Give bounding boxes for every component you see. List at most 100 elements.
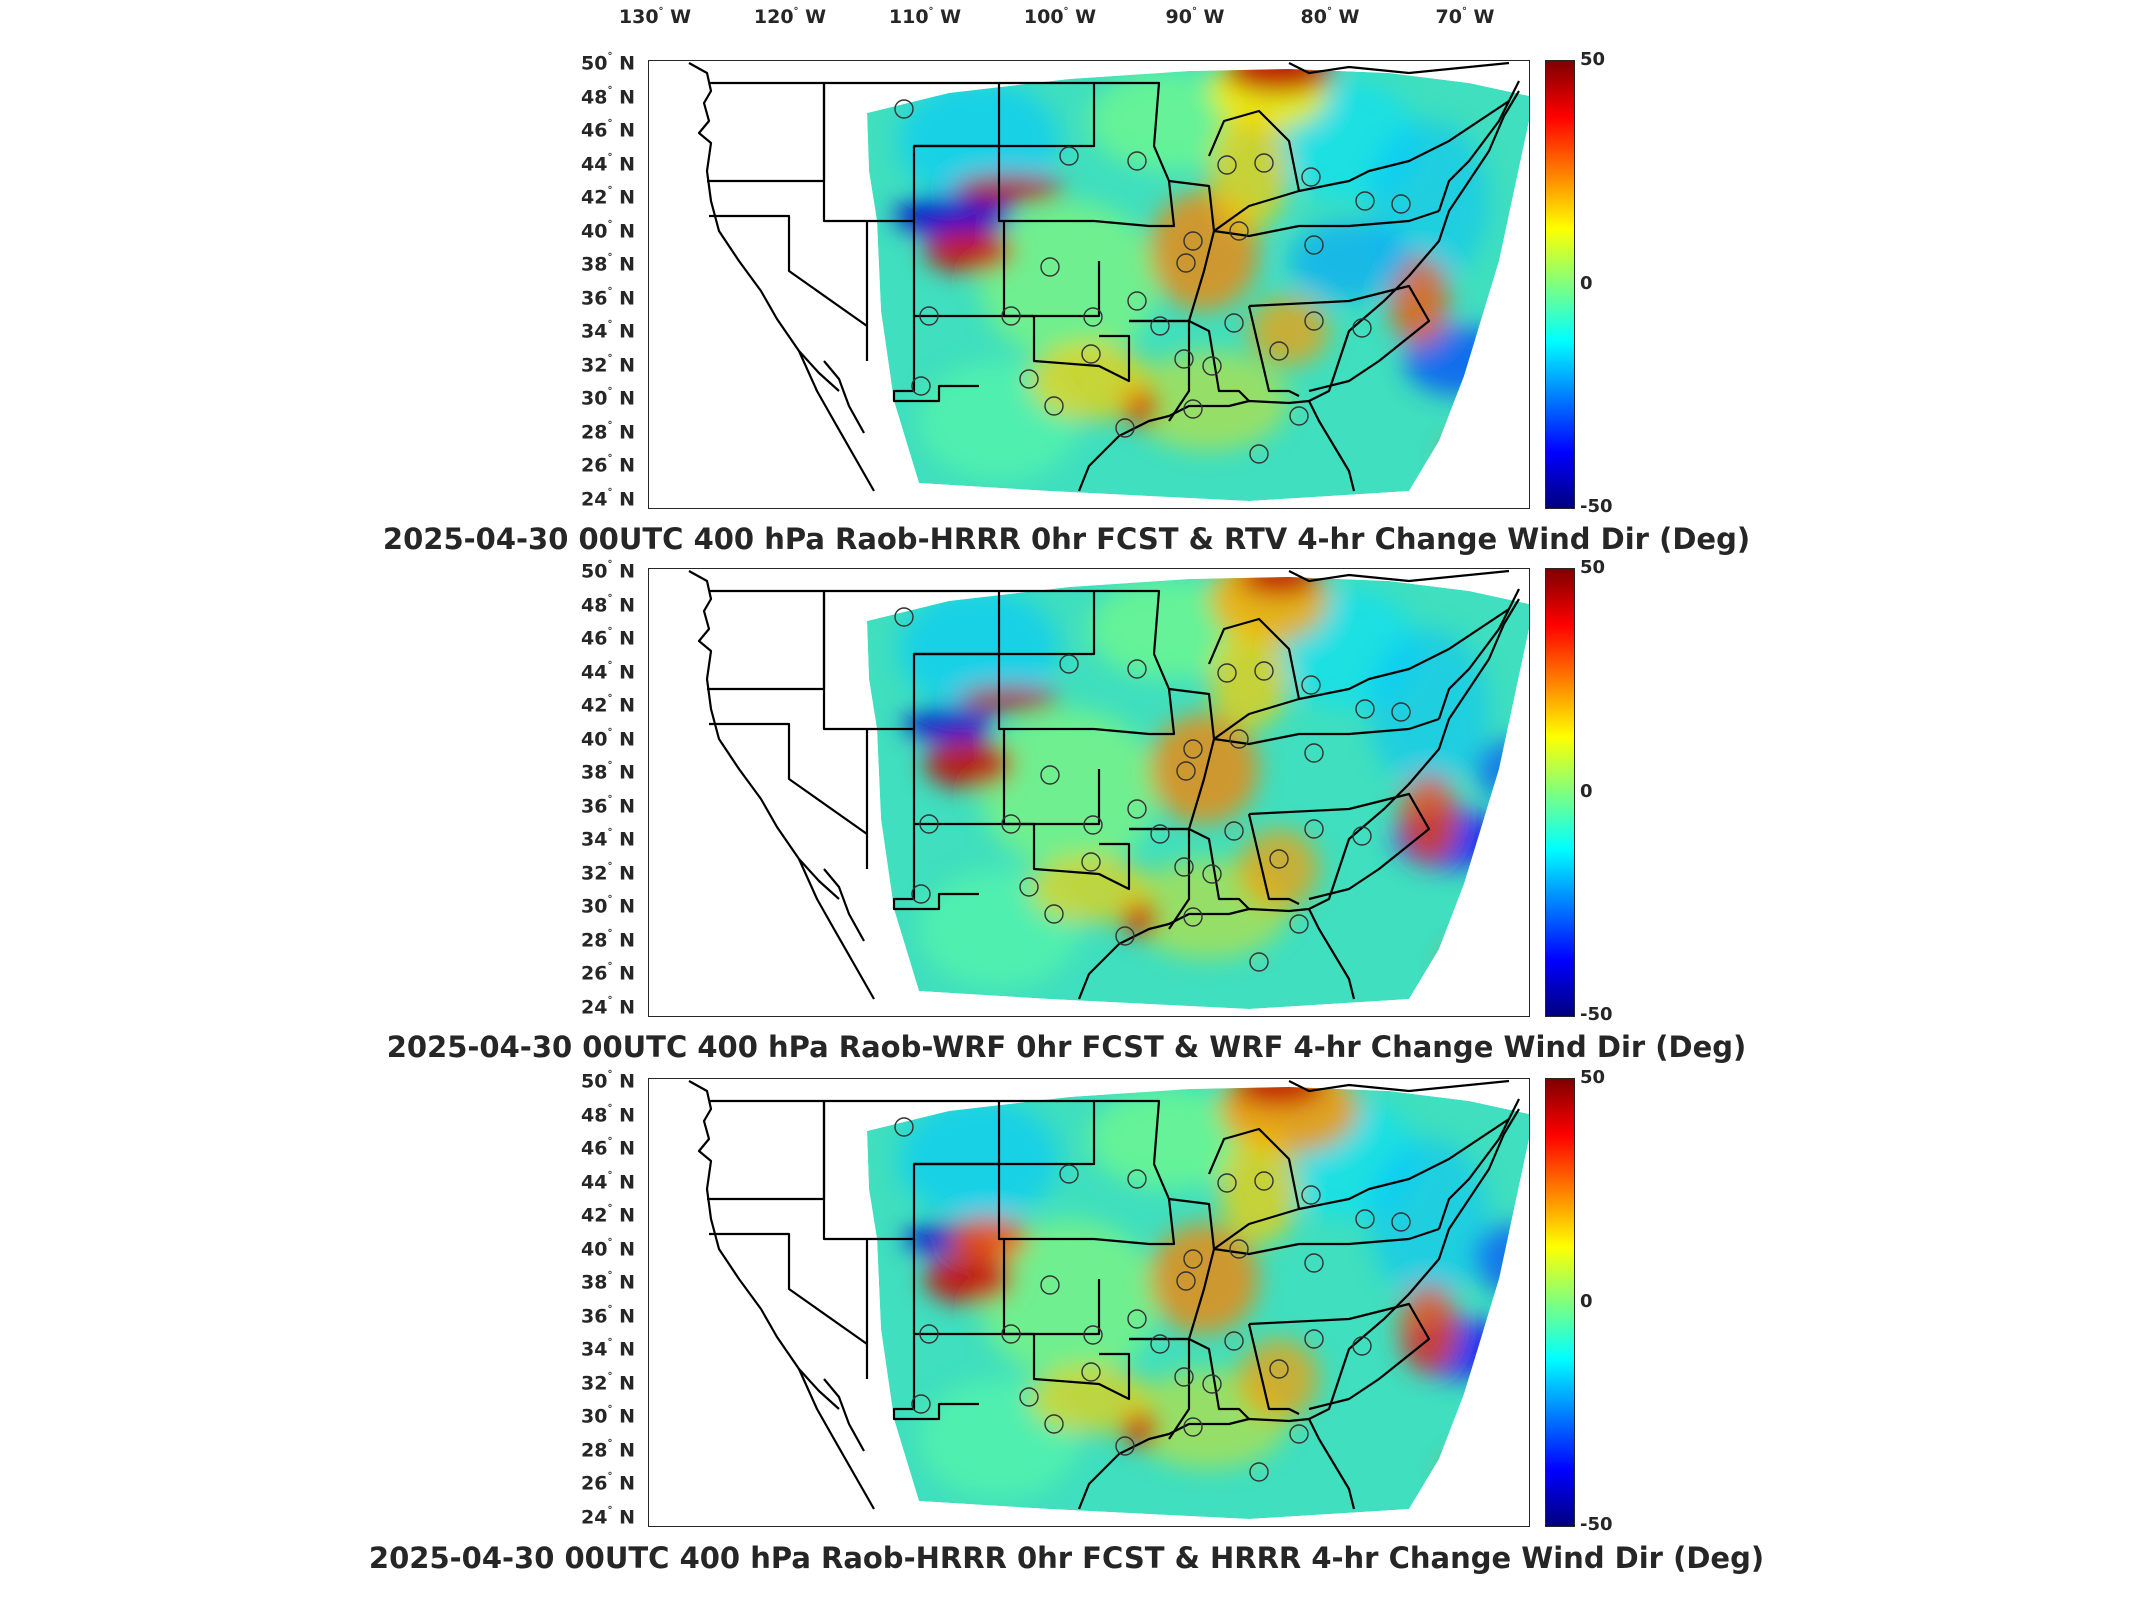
colorbar [1545,568,1575,1017]
colorbar [1545,1078,1575,1527]
lon-label: 70° W [1435,5,1495,28]
raob-station-marker [1115,418,1135,438]
raob-station-marker [1224,313,1244,333]
raob-station-marker [1001,306,1021,326]
raob-station-marker [1059,146,1079,166]
lat-label: 50° N [581,559,635,583]
colorbar-tick-min: -50 [1580,1514,1613,1535]
raob-station-marker [1183,907,1203,927]
lat-label: 26° N [581,1471,635,1495]
raob-station-marker [1150,316,1170,336]
wind-direction-field [867,577,1529,1009]
raob-station-marker [919,814,939,834]
raob-station-marker [1127,291,1147,311]
lat-label: 50° N [581,1069,635,1093]
longitude-axis: 130° W 120° W 110° W 100° W 90° W 80° W 70° W [0,0,2133,40]
raob-station-marker [1254,153,1274,173]
raob-station-marker [1352,826,1372,846]
raob-station-marker [1040,257,1060,277]
raob-station-marker [1174,1367,1194,1387]
lat-label: 36° N [581,793,635,817]
colorbar-tick-min: -50 [1580,1004,1613,1025]
raob-station-marker [1150,1334,1170,1354]
raob-station-marker [1183,1417,1203,1437]
wind-direction-field [867,1087,1529,1519]
raob-station-marker [1083,815,1103,835]
raob-station-marker [1391,194,1411,214]
raob-station-marker [1001,1324,1021,1344]
lon-label: 120° W [753,5,827,28]
map-frame [648,568,1530,1017]
lat-label: 24° N [581,994,635,1018]
map-frame [648,60,1530,509]
raob-station-marker [1301,675,1321,695]
raob-station-marker [1202,864,1222,884]
lon-label: 100° W [1023,5,1097,28]
raob-station-marker [894,99,914,119]
raob-station-marker [1304,235,1324,255]
lat-label: 28° N [581,419,635,443]
raob-station-marker [1183,739,1203,759]
raob-station-marker [911,376,931,396]
raob-station-marker [894,1117,914,1137]
lat-label: 50° N [581,51,635,75]
lat-label: 28° N [581,1437,635,1461]
raob-station-marker [1249,444,1269,464]
lat-label: 32° N [581,860,635,884]
lon-label: 90° W [1165,5,1225,28]
raob-station-marker [1176,253,1196,273]
raob-station-marker [1304,311,1324,331]
raob-station-marker [1083,307,1103,327]
raob-station-marker [1202,1374,1222,1394]
raob-station-marker [1081,852,1101,872]
lat-label: 36° N [581,1303,635,1327]
raob-station-marker [1269,341,1289,361]
colorbar-tick-max: 50 [1580,557,1606,578]
lat-label: 28° N [581,927,635,951]
raob-station-marker [1174,857,1194,877]
lon-label: 110° W [888,5,962,28]
raob-station-marker [1304,1253,1324,1273]
lat-label: 46° N [581,118,635,142]
raob-station-marker [1254,1171,1274,1191]
lat-label: 46° N [581,626,635,650]
raob-station-marker [1269,849,1289,869]
lat-label: 26° N [581,453,635,477]
raob-station-marker [1217,1173,1237,1193]
raob-station-marker [1115,1436,1135,1456]
raob-station-marker [1127,799,1147,819]
raob-station-marker [1019,877,1039,897]
raob-station-marker [1304,1329,1324,1349]
raob-station-marker [1127,1309,1147,1329]
raob-station-marker [1019,369,1039,389]
raob-station-marker [1355,191,1375,211]
raob-station-marker [1044,904,1064,924]
raob-station-marker [894,607,914,627]
panel-2-title: 2025-04-30 00UTC 400 hPa Raob-WRF 0hr FC… [386,1030,1747,1064]
lat-label: 40° N [581,726,635,750]
colorbar [1545,60,1575,509]
raob-station-marker [1217,663,1237,683]
raob-station-marker [1355,1209,1375,1229]
raob-station-marker [1352,1336,1372,1356]
raob-station-marker [1174,349,1194,369]
raob-station-marker [1001,814,1021,834]
raob-station-marker [1127,151,1147,171]
raob-station-marker [1304,743,1324,763]
raob-station-marker [1229,221,1249,241]
lat-label: 34° N [581,827,635,851]
raob-station-marker [1081,1362,1101,1382]
raob-station-marker [1304,819,1324,839]
raob-station-marker [1059,1164,1079,1184]
raob-station-marker [1040,1275,1060,1295]
lat-label: 42° N [581,185,635,209]
raob-station-marker [1391,702,1411,722]
colorbar-tick-max: 50 [1580,1067,1606,1088]
lat-label: 48° N [581,84,635,108]
lat-label: 48° N [581,1102,635,1126]
raob-station-marker [1249,952,1269,972]
raob-station-marker [1127,659,1147,679]
raob-station-marker [1150,824,1170,844]
raob-station-marker [1269,1359,1289,1379]
wind-direction-field [867,69,1529,501]
